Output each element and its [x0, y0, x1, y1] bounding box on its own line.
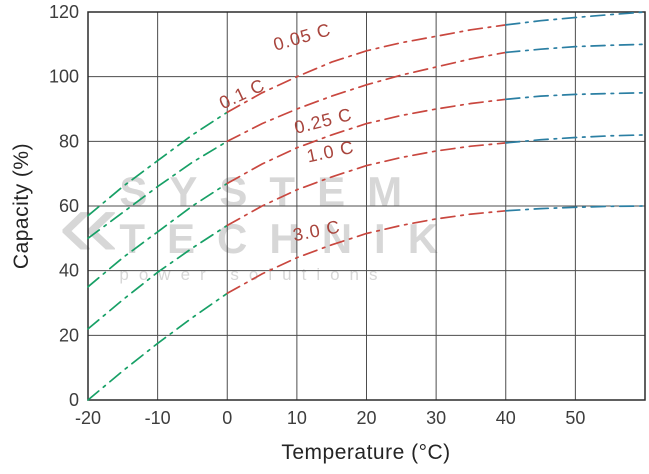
watermark-text: SYSTEM TECHNIK power solutions — [119, 168, 582, 288]
y-tick-label: 0 — [69, 390, 79, 410]
x-tick-label: 40 — [496, 408, 516, 428]
series-path-0.05C — [504, 11, 646, 26]
series-path-0.05C — [226, 24, 507, 114]
y-tick-label: 120 — [49, 2, 79, 22]
y-tick-label: 100 — [49, 67, 79, 87]
series-path-0.05C — [87, 111, 229, 217]
series-path-3.0C — [87, 292, 229, 401]
curve-label-0.1C: 0.1 C — [216, 75, 268, 113]
series-path-3.0C — [226, 209, 507, 295]
series-path-0.1C — [504, 43, 646, 54]
plot-border — [87, 11, 646, 401]
x-tick-label: -20 — [75, 408, 101, 428]
x-tick-label: 20 — [356, 408, 376, 428]
series-path-1.0C — [226, 142, 507, 227]
series-path-1.0C — [504, 134, 646, 144]
y-tick-label: 80 — [59, 131, 79, 151]
series-path-0.25C — [87, 182, 229, 288]
series-path-0.25C — [226, 98, 507, 185]
x-tick-label: 30 — [426, 408, 446, 428]
watermark: « SYSTEM TECHNIK power solutions — [58, 168, 582, 288]
x-axis-title: Temperature (°C) — [281, 441, 451, 464]
curve-label-3.0C: 3.0 C — [291, 216, 342, 245]
series-path-0.1C — [87, 140, 229, 240]
curve-label-0.25C: 0.25 C — [292, 104, 354, 138]
y-tick-label: 60 — [59, 196, 79, 216]
x-tick-label: -10 — [145, 408, 171, 428]
y-tick-label: 20 — [59, 325, 79, 345]
x-tick-label: 0 — [222, 408, 232, 428]
watermark-line-tagline: power solutions — [119, 265, 388, 284]
series-path-0.25C — [504, 91, 646, 101]
watermark-line-technik: TECHNIK — [119, 215, 461, 262]
curve-label-0.05C: 0.05 C — [271, 19, 333, 55]
x-tick-label: 10 — [287, 408, 307, 428]
y-tick-label: 40 — [59, 261, 79, 281]
y-axis-title: Capacity (%) — [10, 142, 33, 270]
series-path-3.0C — [504, 205, 646, 212]
x-tick-label: 50 — [565, 408, 585, 428]
series-path-0.1C — [226, 51, 507, 143]
series-path-1.0C — [87, 224, 229, 330]
